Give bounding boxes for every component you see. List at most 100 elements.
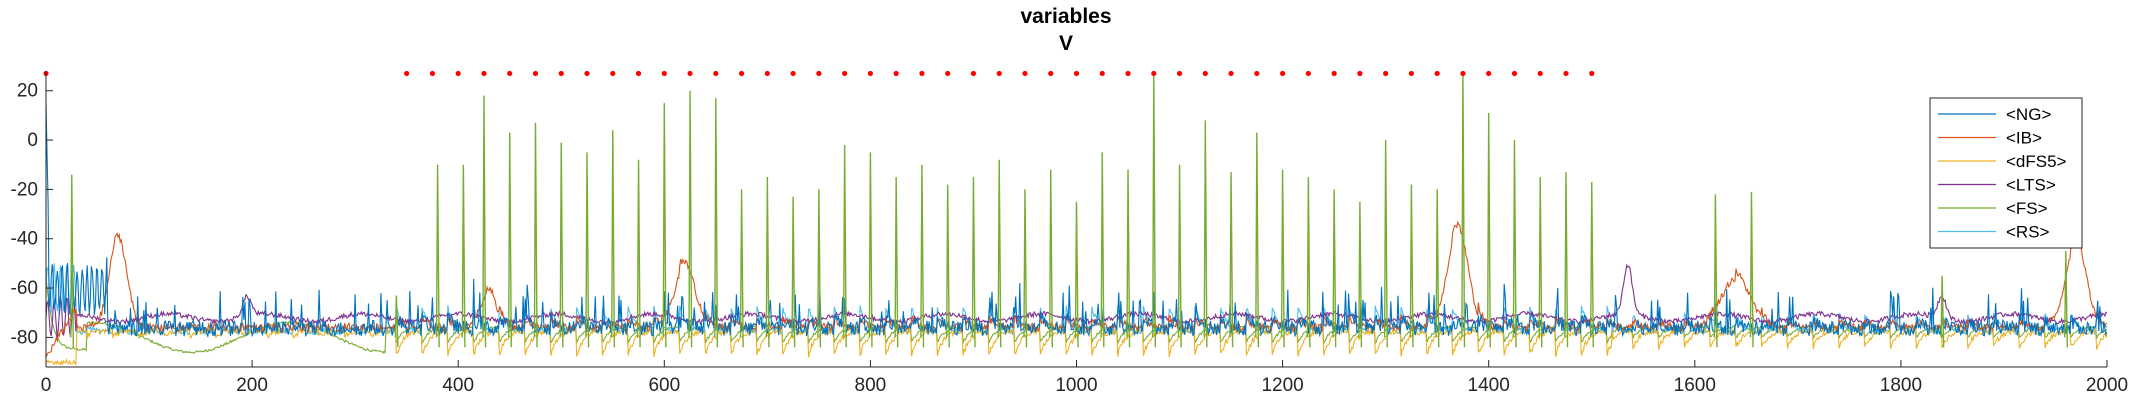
y-tick-label: -20 bbox=[11, 179, 38, 200]
fs-spike bbox=[636, 159, 641, 348]
fs-spike bbox=[1358, 201, 1363, 348]
event-marker bbox=[610, 70, 616, 77]
event-marker bbox=[1434, 70, 1440, 77]
fs-spike bbox=[1049, 169, 1053, 348]
legend: <NG> <IB> <dFS5> <LTS> <FS> <RS> bbox=[1929, 97, 2083, 249]
fs-spike bbox=[1461, 73, 1466, 348]
event-marker bbox=[1022, 70, 1028, 77]
event-marker bbox=[867, 70, 874, 77]
fs-spike bbox=[611, 130, 616, 348]
event-marker bbox=[1408, 70, 1415, 77]
series-line bbox=[46, 263, 2107, 339]
chart-title: variables bbox=[1020, 5, 1111, 28]
fs-spike bbox=[1203, 120, 1208, 348]
event-marker bbox=[1511, 70, 1518, 77]
event-marker bbox=[1254, 70, 1260, 77]
event-marker bbox=[713, 70, 719, 77]
event-marker bbox=[1383, 70, 1389, 77]
fs-spike bbox=[435, 164, 440, 348]
fs-spike bbox=[1538, 177, 1543, 348]
series-line bbox=[46, 326, 2107, 366]
event-marker bbox=[1280, 70, 1286, 77]
fs-spike bbox=[585, 152, 590, 348]
legend-label: <IB> bbox=[2006, 129, 2042, 148]
fs-spike bbox=[945, 184, 950, 348]
x-tick-label: 1600 bbox=[1674, 375, 1716, 396]
fs-spike bbox=[70, 174, 75, 348]
event-marker bbox=[532, 70, 539, 77]
y-tick-label: -80 bbox=[11, 327, 38, 348]
fs-spike bbox=[507, 132, 512, 348]
fs-spike bbox=[765, 177, 770, 348]
fs-spike bbox=[688, 90, 693, 348]
x-tick-label: 1200 bbox=[1261, 375, 1303, 396]
fs-spike bbox=[1940, 275, 1945, 348]
legend-label: <LTS> bbox=[2006, 176, 2056, 195]
fs-spike bbox=[1229, 172, 1234, 348]
legend-box bbox=[1929, 97, 2083, 249]
event-marker bbox=[1589, 70, 1595, 77]
event-marker bbox=[661, 70, 667, 77]
event-marker bbox=[558, 70, 564, 77]
event-marker bbox=[790, 70, 796, 77]
fs-spike bbox=[1749, 191, 1754, 348]
event-marker bbox=[1099, 70, 1105, 77]
fs-spike bbox=[1590, 181, 1594, 348]
event-marker bbox=[1048, 70, 1054, 77]
y-tick-label: 20 bbox=[17, 81, 38, 102]
fs-spike bbox=[997, 159, 1002, 348]
fs-spike bbox=[461, 164, 466, 348]
event-marker bbox=[1460, 70, 1466, 77]
y-axis-ticks: -80 -60 -40 -20 0 20 bbox=[11, 81, 53, 348]
event-marker bbox=[1176, 70, 1183, 77]
plot-area bbox=[46, 73, 2107, 366]
fs-spike bbox=[662, 103, 667, 348]
event-marker bbox=[1125, 70, 1131, 77]
fs-spike bbox=[868, 152, 873, 348]
event-marker bbox=[970, 70, 977, 77]
fs-spike bbox=[791, 196, 796, 348]
series-line bbox=[46, 103, 2107, 339]
fs-spike bbox=[1564, 172, 1569, 348]
fs-spike bbox=[1255, 132, 1260, 348]
fs-spike bbox=[559, 142, 564, 348]
event-marker bbox=[429, 70, 436, 77]
y-tick-label: -60 bbox=[11, 278, 38, 299]
fs-spike bbox=[1332, 189, 1337, 348]
event-marker bbox=[455, 70, 461, 77]
event-marker bbox=[842, 70, 848, 77]
event-marker bbox=[1357, 70, 1363, 77]
event-marker bbox=[584, 70, 590, 77]
x-tick-label: 1400 bbox=[1468, 375, 1510, 396]
x-tick-label: 200 bbox=[236, 375, 268, 396]
x-tick-label: 2000 bbox=[2086, 375, 2128, 396]
legend-label: <NG> bbox=[2006, 105, 2051, 124]
legend-label: <RS> bbox=[2006, 223, 2050, 242]
fs-spike bbox=[1512, 140, 1517, 348]
fs-spike bbox=[1023, 189, 1028, 348]
event-marker bbox=[893, 70, 899, 77]
x-tick-label: 400 bbox=[442, 375, 474, 396]
event-marker bbox=[738, 70, 745, 77]
event-marker bbox=[816, 70, 822, 77]
y-tick-label: -40 bbox=[11, 229, 38, 250]
fs-spike bbox=[1409, 184, 1414, 348]
fs-spike bbox=[1713, 194, 1718, 348]
fs-spike bbox=[920, 164, 925, 348]
event-marker bbox=[1073, 70, 1080, 77]
event-marker bbox=[1331, 70, 1337, 77]
fs-spike bbox=[1126, 169, 1131, 348]
legend-label: <dFS5> bbox=[2006, 152, 2067, 171]
fs-spike bbox=[394, 295, 399, 348]
fs-spike bbox=[971, 177, 976, 348]
fs-spike bbox=[482, 95, 487, 348]
event-marker bbox=[919, 70, 925, 77]
event-markers bbox=[43, 70, 1595, 77]
event-marker bbox=[507, 70, 513, 77]
fs-spike bbox=[1280, 169, 1285, 348]
x-tick-label: 1800 bbox=[1880, 375, 1922, 396]
fs-spike bbox=[1306, 177, 1311, 348]
fs-spike bbox=[1486, 112, 1491, 348]
event-marker bbox=[404, 70, 410, 77]
